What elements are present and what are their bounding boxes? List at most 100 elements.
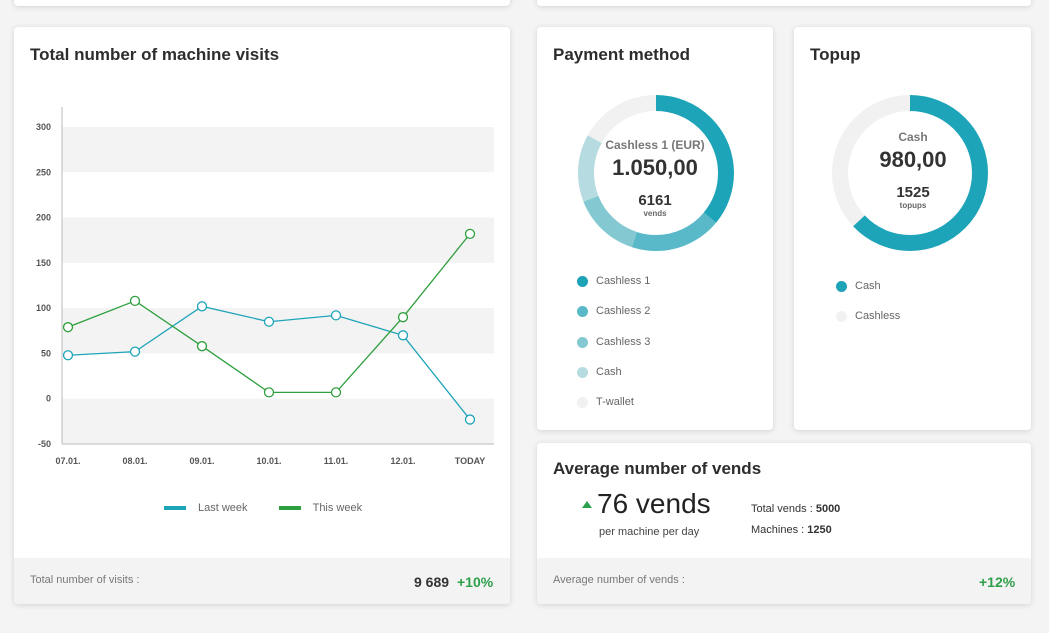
legend-label-last-week: Last week [198, 502, 248, 514]
topup-legend-cash[interactable]: Cash [836, 280, 881, 292]
total-vends-label: Total vends : [751, 503, 816, 515]
y-tick-label: -50 [38, 439, 51, 449]
total-vends-value: 5000 [815, 503, 841, 515]
legend-dot [836, 280, 847, 292]
payment-center-value: 1.050,00 [612, 155, 698, 180]
payment-card: Payment method Cashless 1 (EUR) 1.050,00… [537, 27, 773, 430]
payment-legend-cashless-1[interactable]: Cashless 1 [577, 275, 650, 287]
legend-dot [577, 396, 588, 408]
avg-vends-footer-pct: +12% [979, 574, 1016, 590]
payment-segment-t-wallet[interactable] [578, 95, 734, 251]
legend-dot [577, 366, 588, 378]
legend-swatch-last-week [164, 506, 186, 511]
topup-title: Topup [810, 45, 861, 64]
y-tick-label: 50 [41, 348, 51, 358]
data-point-last-week[interactable] [464, 414, 476, 425]
chart-band [62, 308, 494, 354]
data-point-last-week[interactable] [263, 316, 275, 327]
x-tick-label: 08.01. [122, 456, 147, 466]
y-tick-label: 300 [36, 122, 51, 132]
payment-legend-cash[interactable]: Cash [577, 366, 622, 378]
visits-chart: 300 250 200 150 100 50 0 -50 07.01. 08.01. 09.01. 1… [36, 107, 494, 466]
payment-center-label: Cashless 1 (EUR) [605, 138, 705, 152]
avg-vends-card: Average number of vends 76 vends per mac… [537, 443, 1031, 604]
top-card-right-partial [537, 0, 1031, 6]
machines-label: Machines : [751, 524, 808, 536]
payment-legend-t-wallet[interactable]: T-wallet [577, 396, 634, 408]
legend-label: Cashless 1 [596, 275, 651, 287]
data-point-last-week[interactable] [330, 310, 342, 321]
x-tick-label: TODAY [455, 456, 486, 466]
avg-vends-title: Average number of vends [553, 459, 762, 478]
machines-value: 1250 [807, 524, 832, 536]
legend-label: Cash [855, 280, 881, 292]
payment-center-count: 6161 [638, 192, 672, 209]
topup-center-value: 980,00 [879, 147, 947, 172]
visits-legend: Last week This week [164, 502, 362, 514]
avg-vends-footer: Average number of vends : +12% [537, 558, 1031, 604]
topup-legend-cashless[interactable]: Cashless [836, 310, 900, 322]
chart-band [62, 127, 494, 173]
x-tick-label: 07.01. [55, 456, 80, 466]
visits-footer: Total number of visits : 9 689 +10% [14, 558, 510, 604]
visits-total-value: 9 689 [414, 574, 450, 590]
legend-label: Cashless 3 [596, 336, 651, 348]
legend-label: Cashless 2 [596, 305, 651, 317]
chart-band [62, 398, 494, 444]
legend-label: Cash [596, 366, 622, 378]
data-point-this-week[interactable] [129, 295, 141, 307]
visits-title: Total number of machine visits [30, 45, 280, 64]
legend-label-this-week: This week [312, 502, 363, 514]
data-point-this-week[interactable] [62, 322, 74, 333]
visits-card: Total number of machine visits 300 250 200… [14, 27, 510, 604]
data-point-last-week[interactable] [397, 330, 409, 341]
topup-card: Topup Cash 980,00 1525 topups Cash Cashl… [794, 27, 1031, 430]
legend-label: Cashless [855, 310, 901, 322]
data-point-this-week[interactable] [263, 387, 275, 398]
topup-center-count: 1525 [896, 184, 930, 201]
data-point-this-week[interactable] [196, 341, 208, 352]
payment-segment-cash[interactable] [578, 95, 734, 251]
data-point-last-week[interactable] [196, 301, 208, 312]
y-tick-label: 100 [36, 303, 51, 313]
data-point-this-week[interactable] [397, 312, 409, 323]
legend-this-week[interactable]: This week [278, 502, 363, 514]
payment-donut-chart [578, 95, 734, 251]
y-tick-label: 250 [36, 167, 51, 177]
topup-segment-cashless[interactable] [832, 95, 988, 251]
avg-vends-footer-label: Average number of vends : [553, 574, 685, 586]
chart-band [62, 217, 494, 263]
legend-dot [836, 310, 847, 322]
topup-center-label: Cash [898, 130, 928, 144]
x-tick-label: 09.01. [189, 456, 214, 466]
payment-center-unit: vends [643, 209, 667, 218]
y-tick-label: 200 [36, 213, 51, 223]
data-point-last-week[interactable] [129, 346, 141, 357]
y-tick-label: 150 [36, 258, 51, 268]
data-point-last-week[interactable] [62, 350, 74, 361]
data-point-this-week[interactable] [464, 228, 476, 240]
payment-segment-cashless-2[interactable] [578, 95, 734, 251]
payment-legend-cashless-2[interactable]: Cashless 2 [577, 305, 650, 317]
y-tick-label: 0 [46, 394, 51, 404]
legend-last-week[interactable]: Last week [164, 502, 248, 514]
data-point-this-week[interactable] [330, 387, 342, 398]
legend-dot [577, 275, 588, 287]
visits-total-pct: +10% [457, 574, 494, 590]
avg-vends-value: 76 vends [597, 488, 711, 519]
payment-title: Payment method [553, 45, 690, 64]
avg-total-vends: Total vends : 5000 [751, 503, 840, 515]
payment-legend-cashless-3[interactable]: Cashless 3 [577, 336, 650, 348]
x-tick-label: 11.01. [324, 456, 349, 466]
legend-dot [577, 305, 588, 317]
top-card-left-partial [14, 0, 510, 6]
visits-footer-label: Total number of visits : [30, 574, 140, 586]
avg-vends-subtitle: per machine per day [599, 526, 700, 538]
legend-dot [577, 336, 588, 348]
x-tick-label: 10.01. [256, 456, 281, 466]
legend-label: T-wallet [596, 396, 634, 408]
topup-center-unit: topups [899, 201, 927, 210]
x-tick-label: 12.01. [390, 456, 415, 466]
topup-donut-chart [832, 95, 988, 251]
avg-machines: Machines : 1250 [751, 524, 832, 536]
